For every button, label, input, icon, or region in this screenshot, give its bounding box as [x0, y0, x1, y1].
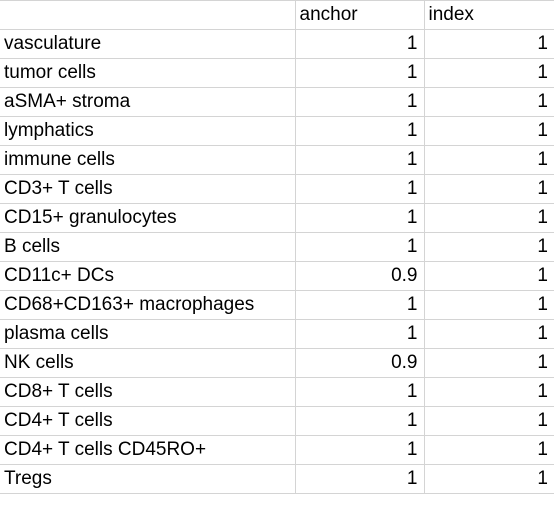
- cell-label[interactable]: CD68+CD163+ macrophages: [0, 290, 296, 320]
- cell-index[interactable]: 1: [424, 174, 554, 204]
- cell-index[interactable]: 1: [424, 406, 554, 436]
- table-row: CD68+CD163+ macrophages 1 1: [0, 290, 554, 320]
- table-row: aSMA+ stroma 1 1: [0, 87, 554, 117]
- cell-anchor[interactable]: 1: [295, 290, 425, 320]
- cell-index[interactable]: 1: [424, 116, 554, 146]
- table-row: CD4+ T cells CD45RO+ 1 1: [0, 435, 554, 465]
- cell-label[interactable]: plasma cells: [0, 319, 296, 349]
- header-cell-label[interactable]: [0, 0, 296, 30]
- table-row: B cells 1 1: [0, 232, 554, 262]
- cell-label[interactable]: CD15+ granulocytes: [0, 203, 296, 233]
- cell-label[interactable]: NK cells: [0, 348, 296, 378]
- cell-label[interactable]: tumor cells: [0, 58, 296, 88]
- cell-label[interactable]: lymphatics: [0, 116, 296, 146]
- cell-index[interactable]: 1: [424, 435, 554, 465]
- table-row: lymphatics 1 1: [0, 116, 554, 146]
- cell-anchor[interactable]: 1: [295, 232, 425, 262]
- table-row: Tregs 1 1: [0, 464, 554, 494]
- header-cell-anchor[interactable]: anchor: [295, 0, 425, 30]
- cell-anchor[interactable]: 0.9: [295, 348, 425, 378]
- spreadsheet-table: anchor index vasculature 1 1 tumor cells 1 1 a…: [0, 0, 554, 494]
- cell-anchor[interactable]: 1: [295, 174, 425, 204]
- cell-index[interactable]: 1: [424, 319, 554, 349]
- cell-index[interactable]: 1: [424, 203, 554, 233]
- table-row: CD8+ T cells 1 1: [0, 377, 554, 407]
- cell-label[interactable]: immune cells: [0, 145, 296, 175]
- cell-index[interactable]: 1: [424, 58, 554, 88]
- cell-index[interactable]: 1: [424, 290, 554, 320]
- cell-anchor[interactable]: 1: [295, 406, 425, 436]
- table-row: CD3+ T cells 1 1: [0, 174, 554, 204]
- cell-index[interactable]: 1: [424, 29, 554, 59]
- cell-label[interactable]: CD4+ T cells: [0, 406, 296, 436]
- cell-label[interactable]: vasculature: [0, 29, 296, 59]
- cell-anchor[interactable]: 0.9: [295, 261, 425, 291]
- table-row: CD15+ granulocytes 1 1: [0, 203, 554, 233]
- cell-index[interactable]: 1: [424, 377, 554, 407]
- table-row: vasculature 1 1: [0, 29, 554, 59]
- cell-index[interactable]: 1: [424, 232, 554, 262]
- cell-anchor[interactable]: 1: [295, 145, 425, 175]
- table-row: NK cells 0.9 1: [0, 348, 554, 378]
- cell-anchor[interactable]: 1: [295, 58, 425, 88]
- header-row: anchor index: [0, 0, 554, 30]
- table-row: CD4+ T cells 1 1: [0, 406, 554, 436]
- cell-label[interactable]: CD8+ T cells: [0, 377, 296, 407]
- cell-anchor[interactable]: 1: [295, 377, 425, 407]
- cell-anchor[interactable]: 1: [295, 29, 425, 59]
- cell-anchor[interactable]: 1: [295, 435, 425, 465]
- table-row: CD11c+ DCs 0.9 1: [0, 261, 554, 291]
- cell-label[interactable]: CD4+ T cells CD45RO+: [0, 435, 296, 465]
- cell-label[interactable]: CD11c+ DCs: [0, 261, 296, 291]
- header-cell-index[interactable]: index: [424, 0, 554, 30]
- cell-anchor[interactable]: 1: [295, 87, 425, 117]
- cell-anchor[interactable]: 1: [295, 116, 425, 146]
- cell-label[interactable]: B cells: [0, 232, 296, 262]
- cell-anchor[interactable]: 1: [295, 203, 425, 233]
- cell-index[interactable]: 1: [424, 348, 554, 378]
- cell-index[interactable]: 1: [424, 261, 554, 291]
- table-row: immune cells 1 1: [0, 145, 554, 175]
- table-row: plasma cells 1 1: [0, 319, 554, 349]
- cell-label[interactable]: aSMA+ stroma: [0, 87, 296, 117]
- cell-anchor[interactable]: 1: [295, 319, 425, 349]
- cell-index[interactable]: 1: [424, 87, 554, 117]
- cell-label[interactable]: CD3+ T cells: [0, 174, 296, 204]
- cell-label[interactable]: Tregs: [0, 464, 296, 494]
- cell-anchor[interactable]: 1: [295, 464, 425, 494]
- table-row: tumor cells 1 1: [0, 58, 554, 88]
- cell-index[interactable]: 1: [424, 145, 554, 175]
- cell-index[interactable]: 1: [424, 464, 554, 494]
